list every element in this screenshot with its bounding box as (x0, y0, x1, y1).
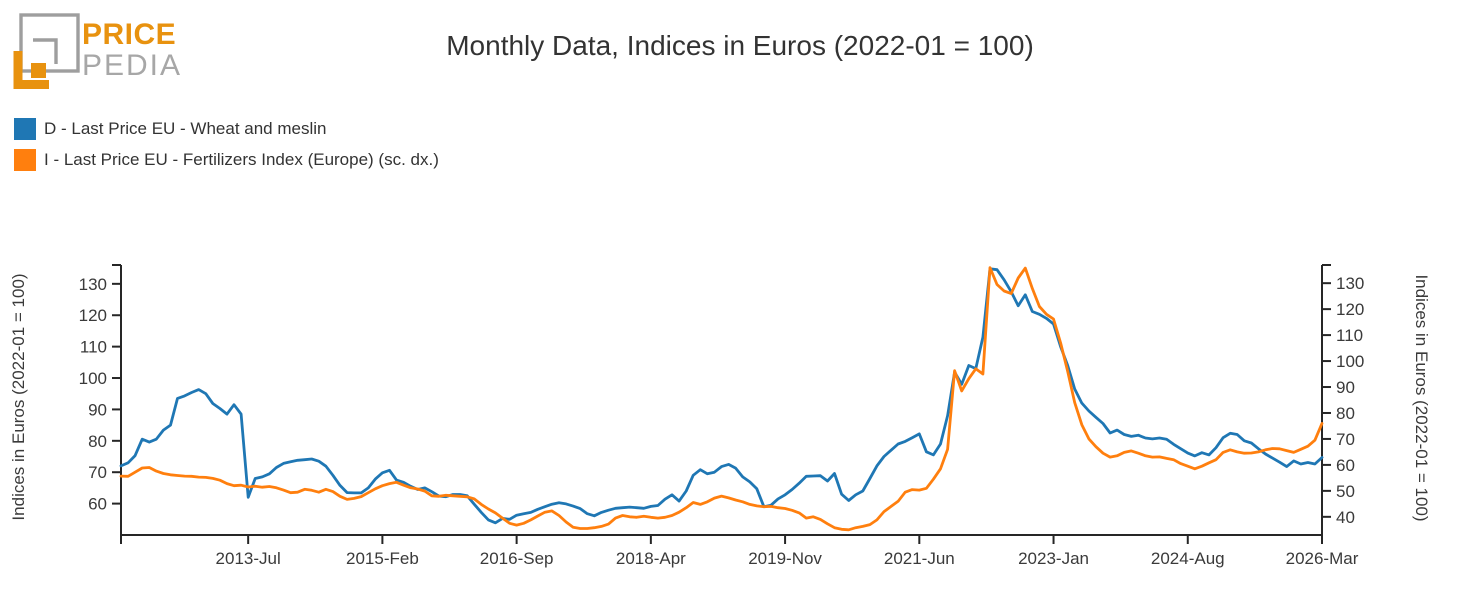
x-axis-tick-label: 2026-Mar (1286, 549, 1359, 568)
right-axis-tick-label: 120 (1336, 300, 1364, 319)
right-axis-tick-label: 80 (1336, 404, 1355, 423)
right-axis-tick-label: 60 (1336, 456, 1355, 475)
x-axis-tick-label: 2021-Jun (884, 549, 955, 568)
right-axis-tick-label: 40 (1336, 508, 1355, 527)
legend-swatch (14, 149, 36, 171)
pricepedia-logo-icon (13, 13, 80, 89)
x-axis-tick-label: 2013-Jul (216, 549, 281, 568)
chart-title: Monthly Data, Indices in Euros (2022-01 … (446, 30, 1034, 61)
x-axis-tick-label: 2019-Nov (748, 549, 822, 568)
right-axis-tick-label: 100 (1336, 352, 1364, 371)
x-axis-tick-label: 2018-Apr (616, 549, 686, 568)
legend-item: D - Last Price EU - Wheat and meslin (14, 118, 439, 140)
series-line-fertilizers (119, 266, 1324, 532)
legend-label: D - Last Price EU - Wheat and meslin (44, 119, 327, 138)
x-axis-tick-label: 2023-Jan (1018, 549, 1089, 568)
x-axis-tick-label: 2016-Sep (480, 549, 554, 568)
brand-name: PRICE PEDIA (82, 20, 182, 81)
left-axis-tick-label: 60 (88, 495, 107, 514)
legend-swatch (14, 118, 36, 140)
right-axis-tick-label: 50 (1336, 482, 1355, 501)
x-axis-tick-label: 2024-Aug (1151, 549, 1225, 568)
brand-pedia: PEDIA (82, 49, 183, 82)
left-axis-tick-label: 90 (88, 400, 107, 419)
chart-legend: D - Last Price EU - Wheat and meslin I - … (14, 118, 439, 180)
brand-price: PRICE (82, 18, 177, 51)
left-axis-tick-label: 100 (79, 369, 107, 388)
right-axis-tick-label: 70 (1336, 430, 1355, 449)
right-axis-tick-label: 110 (1336, 326, 1363, 345)
legend-label: I - Last Price EU - Fertilizers Index (E… (44, 150, 439, 169)
left-axis-tick-label: 130 (79, 275, 107, 294)
left-axis-tick-label: 120 (79, 306, 107, 325)
x-axis-tick-label: 2015-Feb (346, 549, 419, 568)
legend-item: I - Last Price EU - Fertilizers Index (E… (14, 149, 439, 171)
right-axis-tick-label: 130 (1336, 274, 1364, 293)
left-axis-tick-label: 80 (88, 432, 107, 451)
series-line-wheat (119, 267, 1324, 525)
left-axis-tick-label: 70 (88, 463, 107, 482)
pricepedia-logo: PRICE PEDIA (10, 8, 270, 100)
right-axis-tick-label: 90 (1336, 378, 1355, 397)
left-axis-tick-label: 110 (80, 338, 107, 357)
